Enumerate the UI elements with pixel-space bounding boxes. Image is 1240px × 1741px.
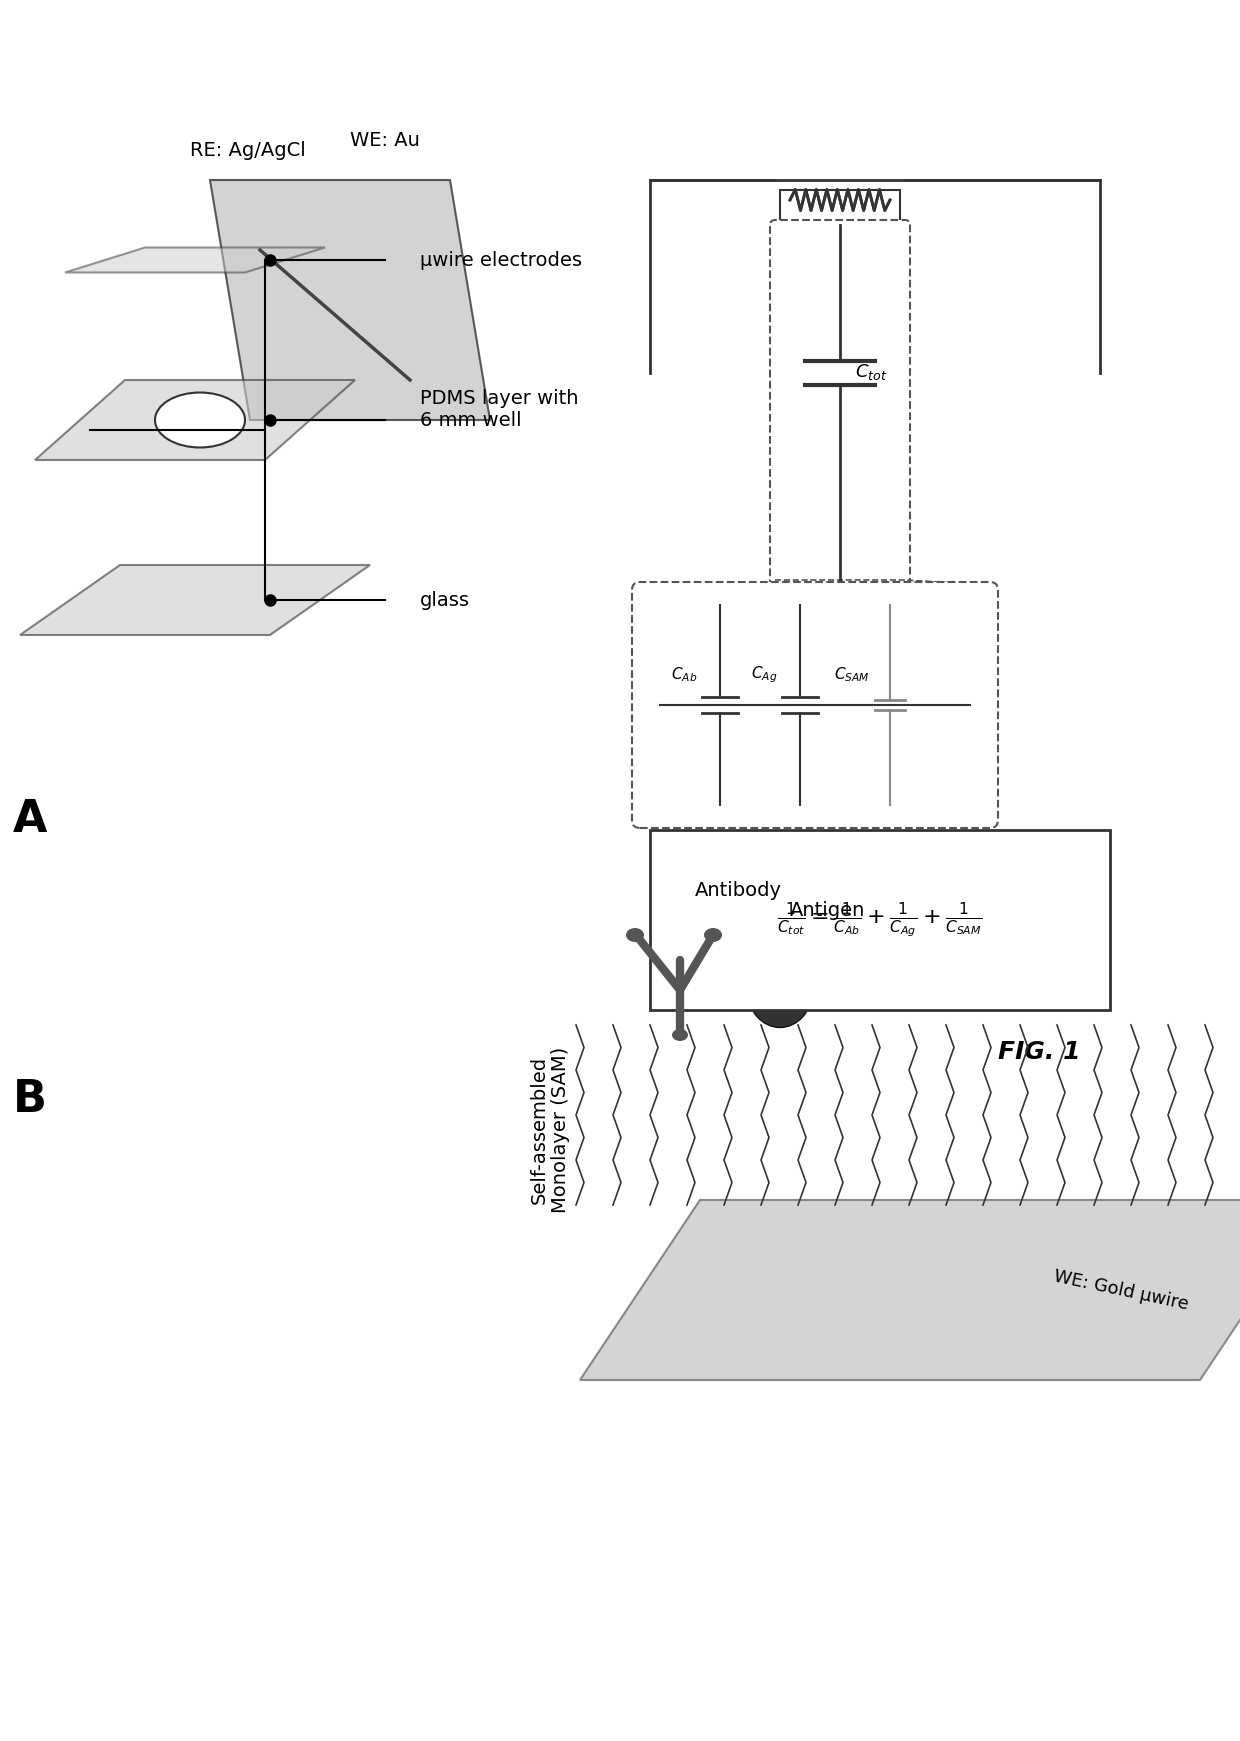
Text: Antigen: Antigen [790, 900, 866, 919]
FancyBboxPatch shape [770, 219, 910, 585]
Ellipse shape [155, 392, 246, 447]
Ellipse shape [748, 952, 812, 1027]
Text: Antibody: Antibody [694, 881, 782, 900]
Polygon shape [20, 566, 370, 635]
Text: $\frac{1}{C_{tot}} = \frac{1}{C_{Ab}} + \frac{1}{C_{Ag}} + \frac{1}{C_{SAM}}$: $\frac{1}{C_{tot}} = \frac{1}{C_{Ab}} + … [777, 900, 982, 940]
Bar [780, 190, 900, 225]
Text: RE: Ag/AgCl: RE: Ag/AgCl [190, 141, 306, 160]
Text: R$_{leak}$: R$_{leak}$ [820, 230, 861, 251]
Polygon shape [64, 247, 325, 273]
Text: glass: glass [420, 590, 470, 609]
Polygon shape [210, 179, 490, 420]
Polygon shape [580, 1200, 1240, 1381]
Text: C$_{Ab}$: C$_{Ab}$ [671, 665, 697, 684]
Text: FIG. 1: FIG. 1 [997, 1039, 1080, 1064]
Text: WE: Gold μwire: WE: Gold μwire [1052, 1267, 1190, 1313]
Text: B: B [12, 1078, 47, 1121]
Text: PDMS layer with
6 mm well: PDMS layer with 6 mm well [420, 390, 579, 430]
FancyBboxPatch shape [632, 581, 998, 829]
Text: C$_{tot}$: C$_{tot}$ [856, 362, 888, 383]
Polygon shape [35, 380, 355, 460]
Text: C$_{SAM}$: C$_{SAM}$ [835, 665, 870, 684]
Bar [650, 830, 1110, 1010]
Ellipse shape [626, 928, 644, 942]
Text: C$_{Ag}$: C$_{Ag}$ [750, 665, 777, 686]
Ellipse shape [672, 1029, 688, 1041]
Text: WE: Au: WE: Au [350, 131, 420, 150]
Text: Self-assembled
Monolayer (SAM): Self-assembled Monolayer (SAM) [529, 1046, 570, 1213]
Text: μwire electrodes: μwire electrodes [420, 251, 582, 270]
Text: A: A [12, 799, 47, 841]
Ellipse shape [704, 928, 722, 942]
